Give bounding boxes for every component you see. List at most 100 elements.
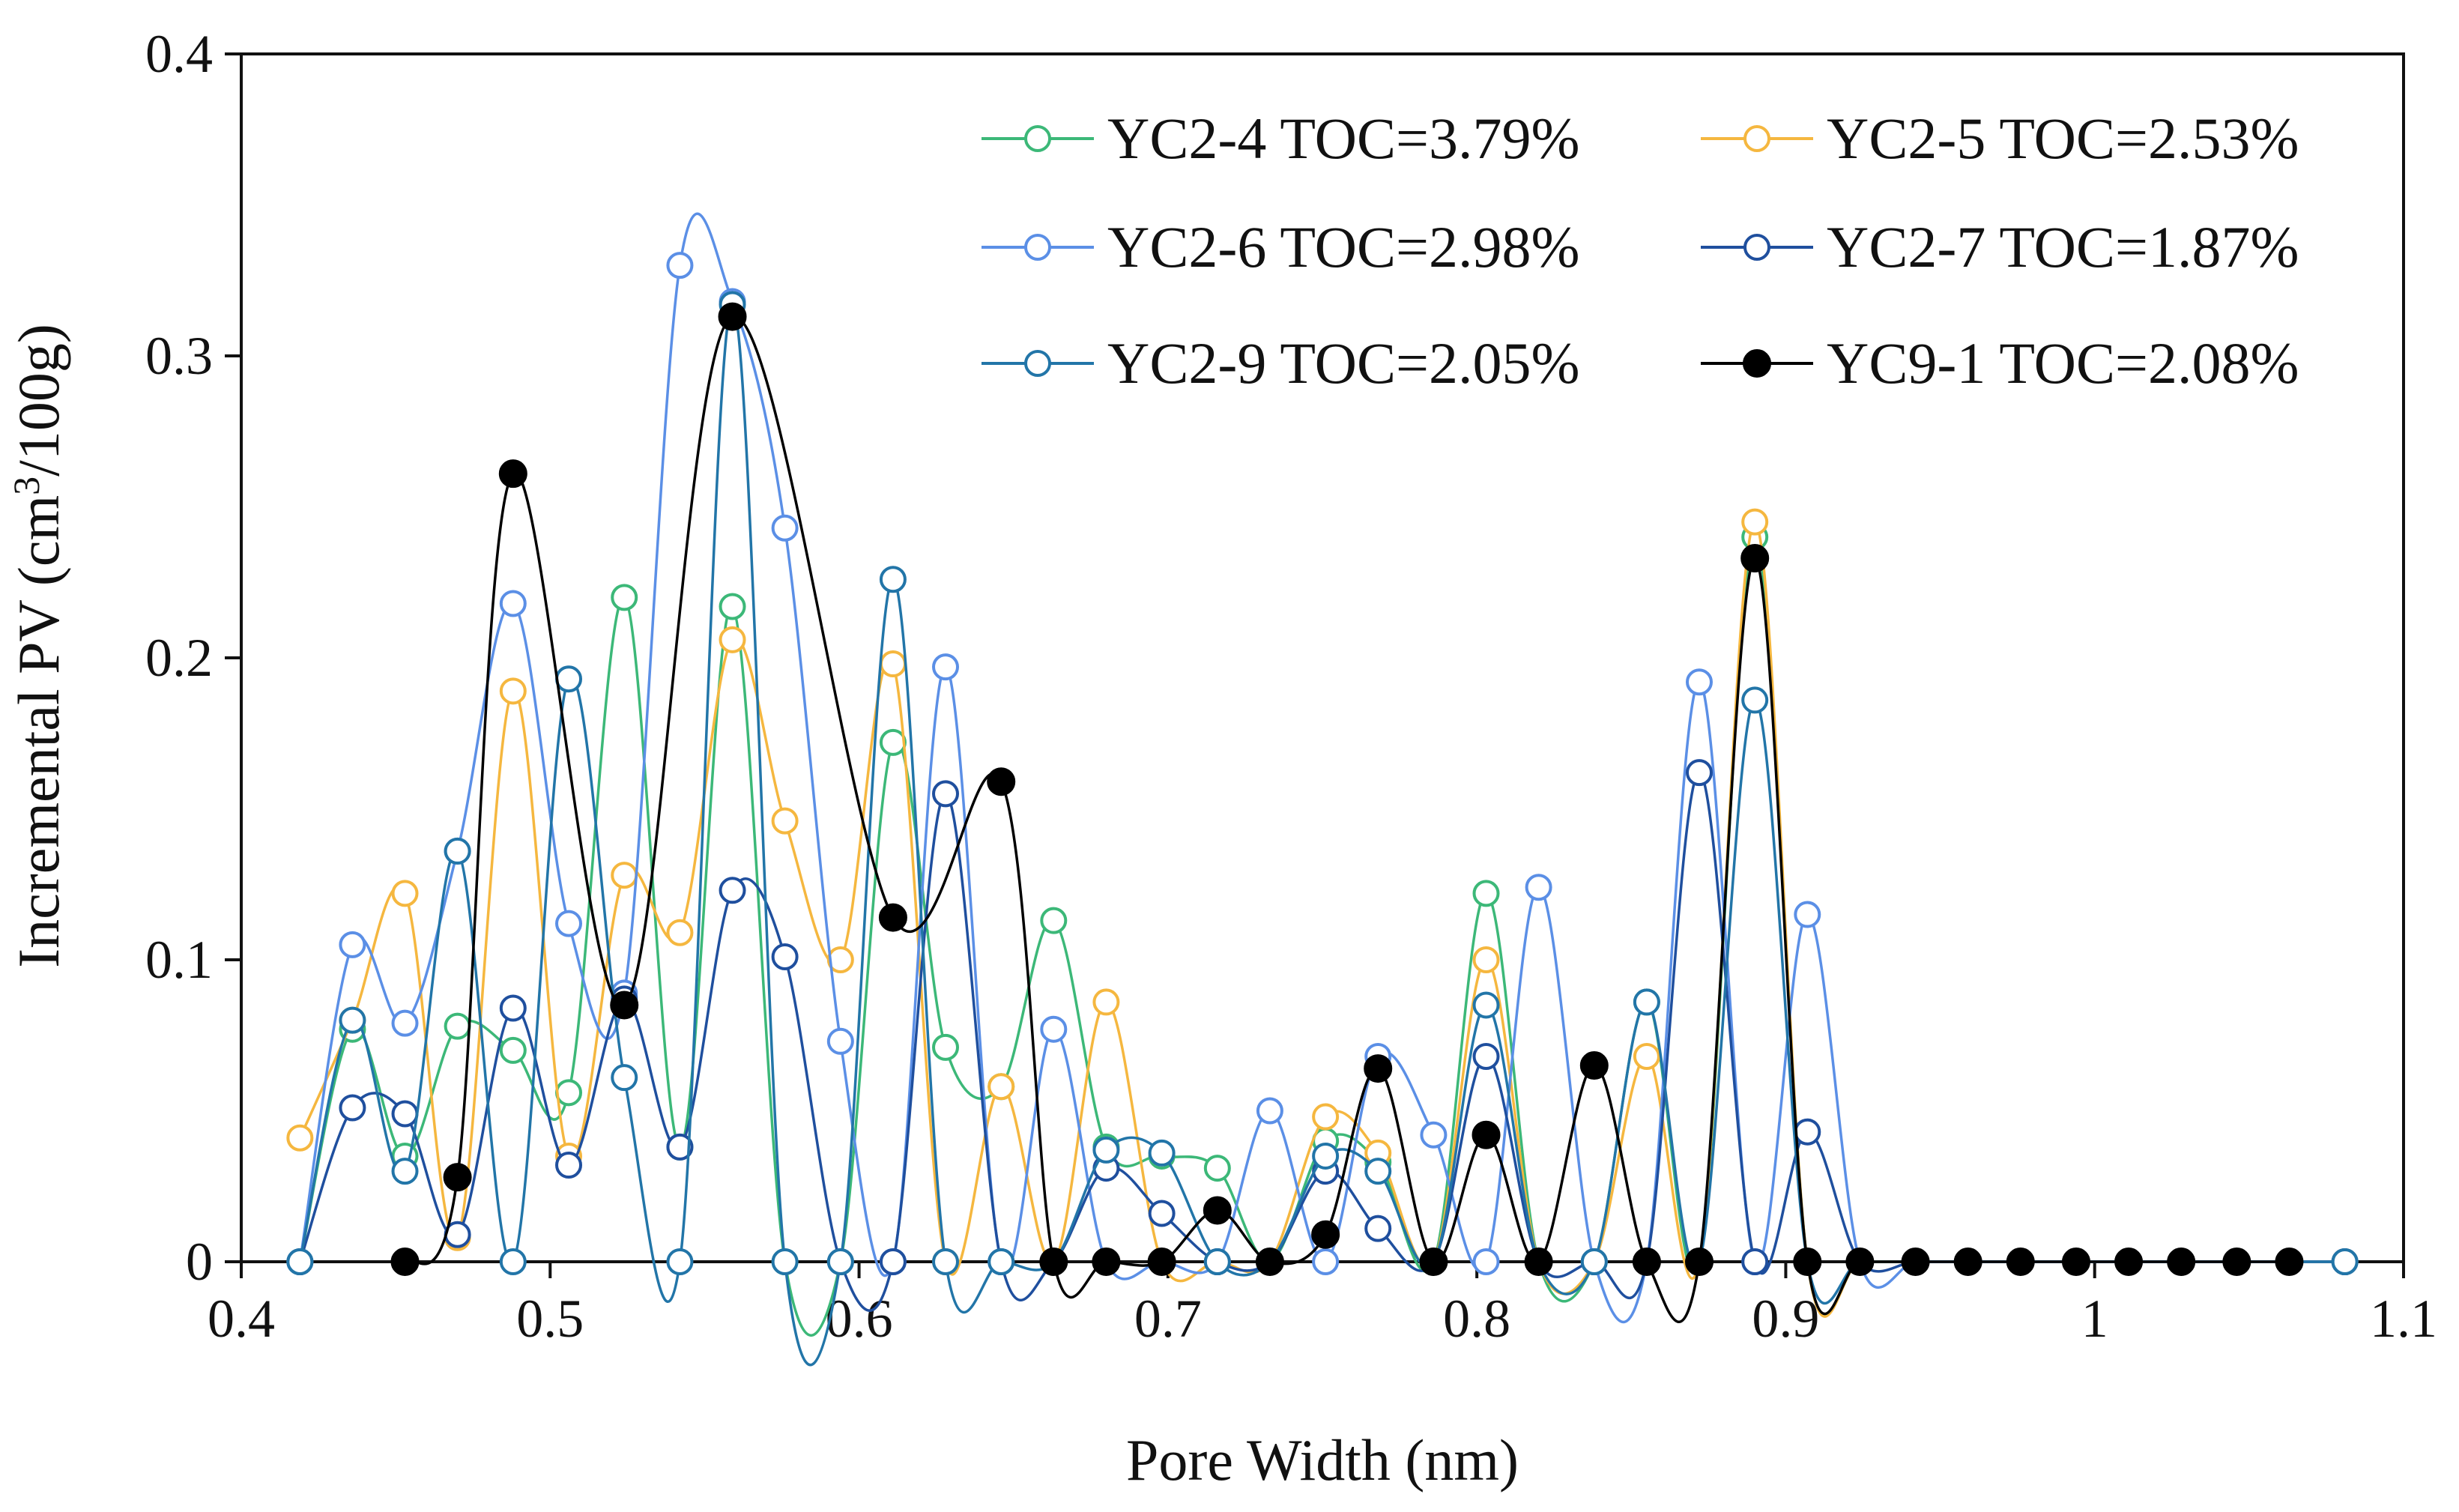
data-point [1092,1136,1120,1164]
data-point [879,566,907,593]
data-point [719,626,746,653]
data-point [826,1248,854,1275]
data-point [1040,1015,1068,1043]
data-point [879,1248,907,1275]
data-point [391,880,419,907]
data-point [1741,686,1769,714]
data-point [1364,1158,1392,1185]
data-point [611,862,638,889]
x-axis-title: Pore Width (nm) [1126,1427,1519,1493]
data-point [2331,1248,2359,1275]
data-point [555,665,583,693]
data-point [611,1064,638,1092]
y-tick-label: 0 [186,1232,213,1292]
data-point [878,903,907,932]
data-point [1793,1248,1822,1276]
legend-entry: YC9-1 TOC=2.08% [1701,330,2299,396]
y-axis-title-tail: /100g) [6,324,71,477]
data-point [499,677,527,705]
data-point [987,1248,1015,1275]
x-tick-label: 1 [2081,1289,2108,1349]
data-point [2114,1248,2144,1276]
data-point [339,931,366,958]
data-point [1472,991,1500,1019]
data-point [339,1094,366,1122]
data-point [1472,880,1500,907]
data-point [1147,1248,1176,1276]
data-point [1039,1248,1068,1276]
data-point [1685,759,1713,787]
data-point [1472,1248,1500,1275]
data-point [932,780,960,808]
data-point [444,1012,471,1040]
legend-label: YC2-6 TOC=2.98% [1107,214,1579,279]
legend-label: YC2-7 TOC=1.87% [1827,214,2299,279]
data-point [443,1163,472,1192]
data-point [666,1248,694,1275]
x-tick-label: 0.9 [1752,1289,1819,1349]
data-point [1256,1097,1283,1125]
legend-entry: YC2-9 TOC=2.05% [982,330,1579,396]
data-point [1472,1042,1500,1070]
data-point [2275,1248,2304,1276]
data-point [1311,1220,1340,1249]
data-point [1953,1248,1982,1276]
data-point [1472,946,1500,973]
data-point [1845,1248,1875,1276]
data-point [390,1248,420,1276]
y-axis-title: Incremental PV (cm3/100g) [5,324,71,968]
data-point [1092,1248,1121,1276]
data-point [1684,1248,1714,1276]
legend-entry: YC2-7 TOC=1.87% [1701,214,2299,279]
data-point [499,994,527,1022]
legend-entry: YC2-6 TOC=2.98% [982,214,1579,279]
data-point [1633,988,1660,1016]
legend: YC2-4 TOC=3.79% YC2-5 TOC=2.53% YC2-6 TOC=… [982,106,2299,396]
data-point [2167,1248,2196,1276]
data-point [555,1079,583,1107]
x-tick-label: 0.8 [1443,1289,1510,1349]
data-point [1203,1248,1231,1275]
series-1 [286,523,2359,1337]
data-point [1364,1054,1393,1083]
data-point [1148,1200,1176,1227]
data-point [498,459,527,489]
data-point [826,1027,854,1055]
y-tick-label: 0.1 [145,930,213,990]
legend-entry: YC2-4 TOC=3.79% [982,106,1579,171]
legend-label: YC2-4 TOC=3.79% [1107,106,1579,171]
x-tick-label: 0.4 [208,1289,275,1349]
data-point [771,943,799,970]
legend-marker [1024,234,1051,261]
data-point [932,653,960,681]
data-point [666,919,694,946]
y-axis-title-main: Incremental PV (cm [6,495,71,968]
data-point [666,252,694,279]
data-point [932,1033,960,1061]
legend-label: YC2-9 TOC=2.05% [1107,330,1579,396]
legend-entry: YC2-5 TOC=2.53% [1701,106,2299,171]
data-point [771,1248,799,1275]
data-point [2006,1248,2035,1276]
data-point [1419,1248,1448,1276]
y-axis-title-superscript: 3 [5,477,47,495]
series-layer [286,212,2359,1367]
legend-label: YC9-1 TOC=2.08% [1827,330,2299,396]
data-point [1092,988,1120,1016]
data-point [932,1248,960,1275]
x-tick-label: 0.7 [1134,1289,1202,1349]
x-tick-label: 1.1 [2370,1289,2437,1349]
data-point [1794,901,1821,928]
data-point [771,514,799,542]
data-point [1472,1120,1501,1149]
data-point [339,1006,366,1034]
legend-marker [1743,125,1770,152]
series-5 [286,291,2359,1367]
data-point [611,584,638,611]
data-point [987,767,1016,796]
data-point [1741,508,1769,536]
data-point [1741,1248,1769,1275]
x-tick-label: 0.5 [516,1289,584,1349]
data-point [879,728,907,756]
